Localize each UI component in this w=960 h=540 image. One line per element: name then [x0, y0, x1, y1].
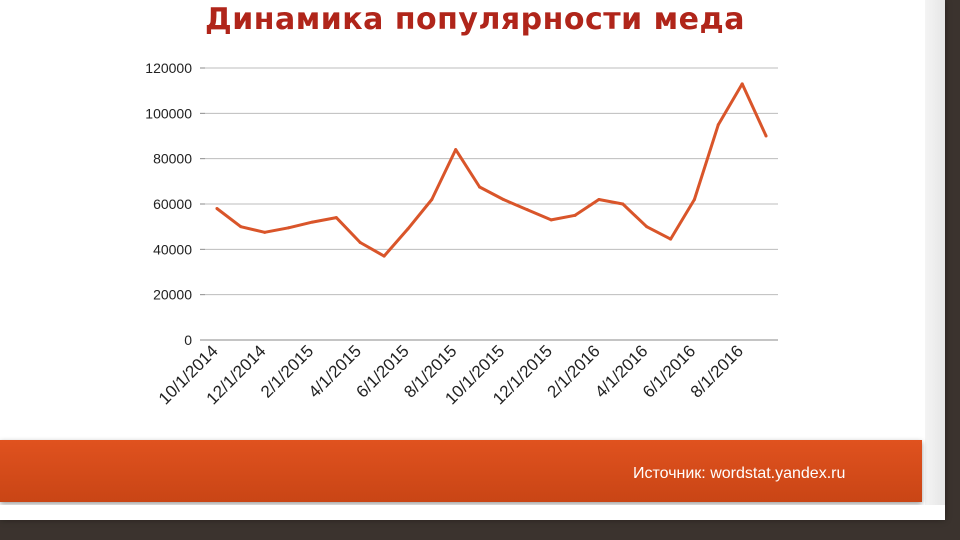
y-tick-label: 0 [184, 332, 192, 348]
y-tick-label: 20000 [153, 287, 192, 303]
data-point [406, 227, 410, 231]
slide-bottom [0, 505, 945, 520]
y-tick-label: 100000 [145, 105, 192, 121]
chart-series [215, 82, 768, 258]
data-point [597, 197, 601, 201]
data-point [382, 254, 386, 258]
y-tick-label: 120000 [145, 60, 192, 76]
data-point [573, 213, 577, 217]
data-point [764, 134, 768, 138]
series-line [215, 82, 768, 258]
data-point [310, 220, 314, 224]
x-tick-label: 8/1/2016 [687, 341, 747, 401]
data-point [645, 225, 649, 229]
data-point [215, 207, 219, 211]
x-axis-ticks: 10/1/201412/1/20142/1/20154/1/20156/1/20… [155, 341, 747, 408]
data-point [525, 208, 529, 212]
slide-edge [925, 0, 945, 520]
data-point [334, 216, 338, 220]
data-point [692, 197, 696, 201]
source-text: Источник: wordstat.yandex.ru [633, 465, 846, 482]
y-tick-label: 80000 [153, 151, 192, 167]
page-title: Динамика популярности меда [205, 2, 745, 37]
data-point [621, 202, 625, 206]
data-point [478, 185, 482, 189]
data-point [454, 148, 458, 152]
data-point [501, 197, 505, 201]
data-point [263, 230, 267, 234]
data-point [358, 241, 362, 245]
data-point [287, 226, 291, 230]
chart-grid [200, 67, 778, 341]
data-point [740, 82, 744, 86]
y-tick-label: 40000 [153, 241, 192, 257]
data-point [549, 218, 553, 222]
data-point [669, 237, 673, 241]
data-point [430, 197, 434, 201]
y-tick-label: 60000 [153, 196, 192, 212]
y-axis-ticks: 0 20000 40000 60000 80000 100000 120000 [145, 60, 192, 348]
slide [0, 0, 945, 520]
data-point [239, 225, 243, 229]
data-point [716, 123, 720, 127]
source-banner [0, 440, 922, 502]
